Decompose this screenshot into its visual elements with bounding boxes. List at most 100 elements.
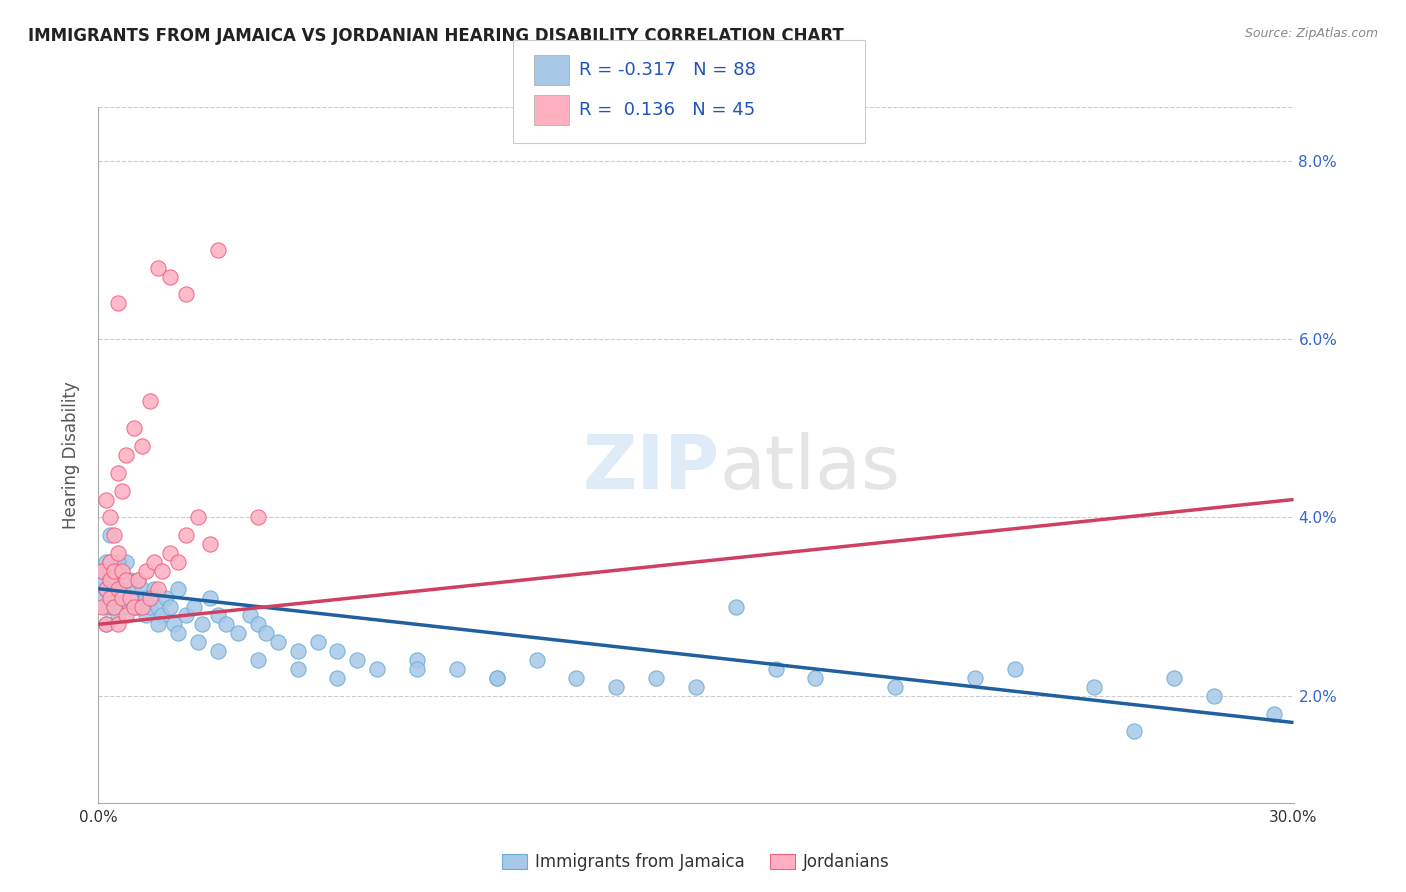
Point bbox=[765, 662, 787, 676]
Point bbox=[1202, 689, 1225, 703]
Point bbox=[1163, 671, 1185, 685]
Point bbox=[485, 671, 508, 685]
Point bbox=[111, 564, 134, 578]
Point bbox=[127, 573, 149, 587]
Legend: Immigrants from Jamaica, Jordanians: Immigrants from Jamaica, Jordanians bbox=[495, 847, 897, 878]
Point bbox=[139, 591, 162, 605]
Point bbox=[148, 599, 170, 614]
Point bbox=[307, 635, 329, 649]
Point bbox=[107, 466, 129, 480]
Point bbox=[103, 528, 125, 542]
Point bbox=[287, 644, 309, 658]
Point bbox=[100, 573, 122, 587]
Point bbox=[124, 599, 146, 614]
Point bbox=[96, 582, 118, 596]
Point bbox=[96, 617, 118, 632]
Point bbox=[167, 555, 190, 569]
Point bbox=[406, 662, 429, 676]
Point bbox=[155, 591, 177, 605]
Point bbox=[366, 662, 388, 676]
Point bbox=[100, 555, 122, 569]
Text: IMMIGRANTS FROM JAMAICA VS JORDANIAN HEARING DISABILITY CORRELATION CHART: IMMIGRANTS FROM JAMAICA VS JORDANIAN HEA… bbox=[28, 27, 844, 45]
Point bbox=[120, 599, 142, 614]
Point bbox=[150, 608, 173, 623]
Text: R = -0.317   N = 88: R = -0.317 N = 88 bbox=[579, 61, 756, 78]
Point bbox=[191, 617, 214, 632]
Point bbox=[167, 626, 190, 640]
Point bbox=[135, 591, 157, 605]
Point bbox=[103, 599, 125, 614]
Point bbox=[187, 635, 209, 649]
Point bbox=[254, 626, 277, 640]
Point bbox=[139, 394, 162, 409]
Point bbox=[198, 591, 221, 605]
Point bbox=[605, 680, 627, 694]
Text: Source: ZipAtlas.com: Source: ZipAtlas.com bbox=[1244, 27, 1378, 40]
Point bbox=[246, 653, 269, 667]
Point bbox=[143, 582, 166, 596]
Point bbox=[107, 608, 129, 623]
Point bbox=[148, 582, 170, 596]
Point bbox=[96, 492, 118, 507]
Point bbox=[207, 243, 229, 257]
Point bbox=[198, 537, 221, 551]
Point bbox=[100, 510, 122, 524]
Point bbox=[174, 528, 197, 542]
Point bbox=[1004, 662, 1026, 676]
Point bbox=[100, 591, 122, 605]
Point bbox=[1263, 706, 1285, 721]
Y-axis label: Hearing Disability: Hearing Disability bbox=[62, 381, 80, 529]
Point bbox=[645, 671, 668, 685]
Point bbox=[100, 528, 122, 542]
Text: atlas: atlas bbox=[720, 433, 901, 506]
Point bbox=[143, 555, 166, 569]
Point bbox=[96, 555, 118, 569]
Point bbox=[100, 591, 122, 605]
Point bbox=[120, 573, 142, 587]
Point bbox=[103, 564, 125, 578]
Point bbox=[346, 653, 368, 667]
Point bbox=[115, 555, 138, 569]
Point bbox=[187, 510, 209, 524]
Point bbox=[103, 599, 125, 614]
Point bbox=[148, 260, 170, 275]
Point bbox=[239, 608, 262, 623]
Point bbox=[107, 591, 129, 605]
Point bbox=[406, 653, 429, 667]
Point bbox=[1083, 680, 1105, 694]
Point bbox=[246, 617, 269, 632]
Point bbox=[115, 448, 138, 462]
Point bbox=[127, 599, 149, 614]
Point bbox=[120, 591, 142, 605]
Point bbox=[91, 564, 114, 578]
Point bbox=[91, 564, 114, 578]
Point bbox=[207, 608, 229, 623]
Point bbox=[127, 573, 149, 587]
Point bbox=[963, 671, 986, 685]
Point bbox=[685, 680, 707, 694]
Point bbox=[91, 599, 114, 614]
Point bbox=[326, 644, 349, 658]
Point bbox=[96, 599, 118, 614]
Point bbox=[163, 617, 186, 632]
Text: R =  0.136   N = 45: R = 0.136 N = 45 bbox=[579, 101, 755, 119]
Point bbox=[91, 573, 114, 587]
Point bbox=[159, 269, 181, 284]
Point bbox=[131, 599, 153, 614]
Point bbox=[565, 671, 588, 685]
Point bbox=[96, 582, 118, 596]
Point bbox=[884, 680, 907, 694]
Point bbox=[91, 591, 114, 605]
Point bbox=[159, 546, 181, 560]
Point bbox=[111, 573, 134, 587]
Point bbox=[115, 573, 138, 587]
Point bbox=[107, 582, 129, 596]
Point bbox=[226, 626, 249, 640]
Point bbox=[107, 296, 129, 310]
Point bbox=[326, 671, 349, 685]
Point bbox=[131, 439, 153, 453]
Point bbox=[174, 287, 197, 301]
Point bbox=[526, 653, 548, 667]
Point bbox=[724, 599, 747, 614]
Point bbox=[115, 591, 138, 605]
